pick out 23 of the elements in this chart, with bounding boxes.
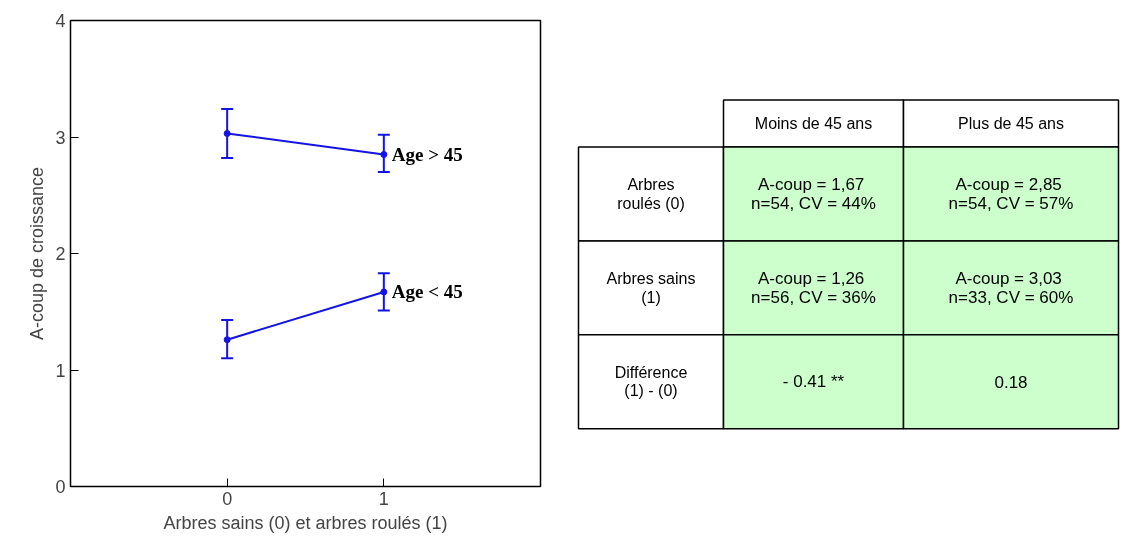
text: - 0.41 ** <box>782 372 845 392</box>
point <box>380 150 388 158</box>
text: A-coup = 1,67 n=54, CV = 44% <box>751 175 876 213</box>
text: 0.18 <box>994 372 1028 392</box>
y-tick-label: 3 <box>55 127 66 148</box>
series-label: Age > 45 <box>391 143 463 165</box>
text: A-coup = 2,85 n=54, CV = 57% <box>948 175 1074 213</box>
y-tick-label: 2 <box>55 244 66 264</box>
category-label: Arbres sains (1) <box>606 270 696 306</box>
x-axis-title: Arbres sains (0) et arbres roulés (1) <box>163 512 448 533</box>
text: A-coup = 3,03 n=33, CV = 60% <box>948 269 1074 307</box>
point <box>223 130 231 137</box>
y-tick-label: 4 <box>55 11 66 31</box>
y-axis-title: A-coup de croissance <box>27 166 48 341</box>
category-label: Différence (1) - (0) <box>614 364 688 400</box>
category-label: Arbres roulés (0) <box>617 176 685 212</box>
category-label: Plus de 45 ans <box>958 115 1064 133</box>
point <box>223 336 231 344</box>
y-tick-label: 1 <box>55 360 66 381</box>
point <box>380 288 388 296</box>
category-label: Moins de 45 ans <box>754 115 873 133</box>
text: A-coup = 1,26 n=56, CV = 36% <box>751 269 876 307</box>
series-label: Age < 45 <box>391 281 463 303</box>
